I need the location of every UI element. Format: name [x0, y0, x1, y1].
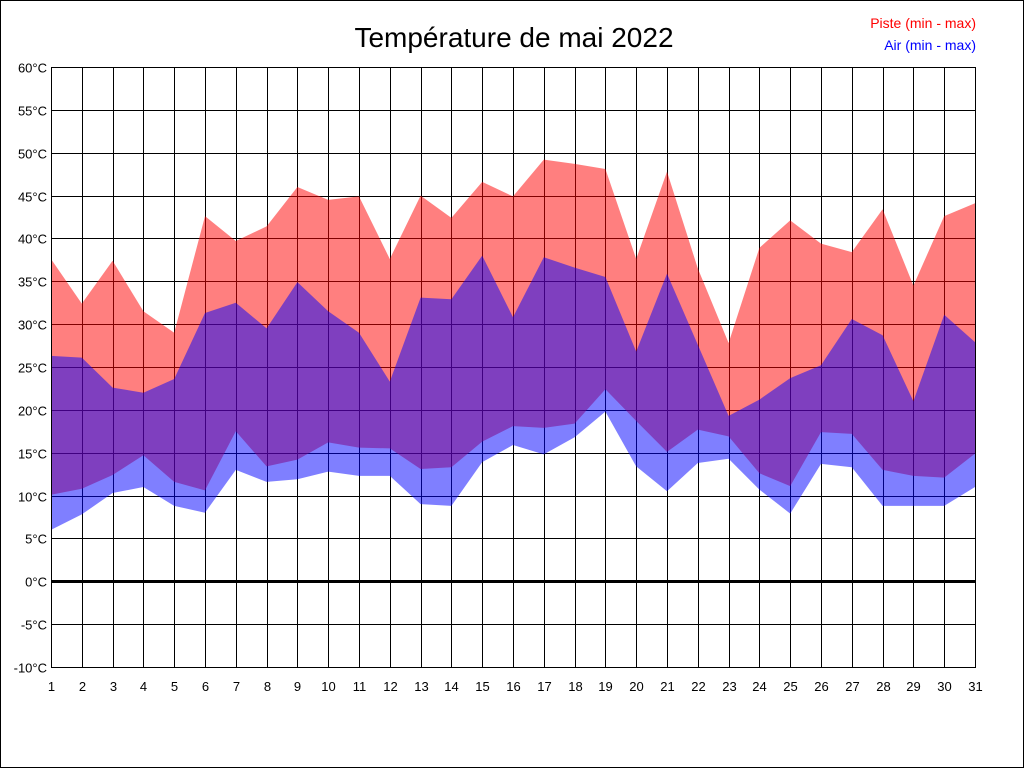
x-tick-label: 12 [383, 679, 397, 694]
x-tick-label: 14 [444, 679, 458, 694]
x-tick-label: 9 [294, 679, 301, 694]
y-tick-label: 50°C [18, 147, 47, 162]
y-tick-label: 55°C [18, 104, 47, 119]
x-tick-label: 19 [598, 679, 612, 694]
plot-border [51, 67, 976, 668]
x-tick-label: 18 [568, 679, 582, 694]
x-tick-label: 27 [845, 679, 859, 694]
x-tick-label: 2 [79, 679, 86, 694]
y-tick-label: 60°C [18, 61, 47, 76]
y-tick-label: -10°C [14, 661, 47, 676]
x-tick-label: 17 [537, 679, 551, 694]
x-tick-label: 20 [629, 679, 643, 694]
y-tick-label: 5°C [25, 532, 47, 547]
series-areas [51, 159, 975, 530]
axes: -10°C -5°C 0°C 5°C 10°C 15°C 20°C 25°C 30°C 35°C 4… [14, 61, 983, 695]
chart-title: Température de mai 2022 [354, 22, 673, 53]
x-tick-label: 11 [353, 679, 367, 694]
x-tick-label: 24 [752, 679, 766, 694]
series-band-air [51, 255, 975, 530]
x-tick-label: 29 [906, 679, 920, 694]
x-tick-label: 15 [475, 679, 489, 694]
x-tick-label: 31 [968, 679, 982, 694]
x-tick-label: 6 [202, 679, 209, 694]
x-tick-label: 26 [814, 679, 828, 694]
x-tick-label: 4 [140, 679, 147, 694]
x-tick-label: 10 [321, 679, 335, 694]
y-tick-label: 15°C [18, 447, 47, 462]
x-tick-label: 8 [264, 679, 271, 694]
x-tick-label: 3 [110, 679, 117, 694]
x-tick-label: 5 [171, 679, 178, 694]
y-tick-label: 35°C [18, 275, 47, 290]
legend-piste: Piste (min - max) [870, 15, 976, 31]
x-tick-label: 23 [722, 679, 736, 694]
legend-air: Air (min - max) [884, 37, 976, 53]
x-tick-label: 25 [783, 679, 797, 694]
y-tick-label: 30°C [18, 318, 47, 333]
x-tick-label: 21 [660, 679, 674, 694]
y-tick-label: 20°C [18, 404, 47, 419]
y-tick-label: 0°C [25, 575, 47, 590]
x-tick-label: 22 [691, 679, 705, 694]
y-tick-label: 40°C [18, 232, 47, 247]
y-tick-label: -5°C [21, 618, 47, 633]
y-tick-label: 25°C [18, 361, 47, 376]
x-tick-label: 7 [233, 679, 240, 694]
x-tick-label: 30 [937, 679, 951, 694]
x-tick-label: 28 [876, 679, 890, 694]
x-tick-label: 1 [48, 679, 55, 694]
x-tick-label: 16 [506, 679, 520, 694]
y-tick-label: 45°C [18, 190, 47, 205]
y-tick-label: 10°C [18, 490, 47, 505]
x-tick-label: 13 [414, 679, 428, 694]
